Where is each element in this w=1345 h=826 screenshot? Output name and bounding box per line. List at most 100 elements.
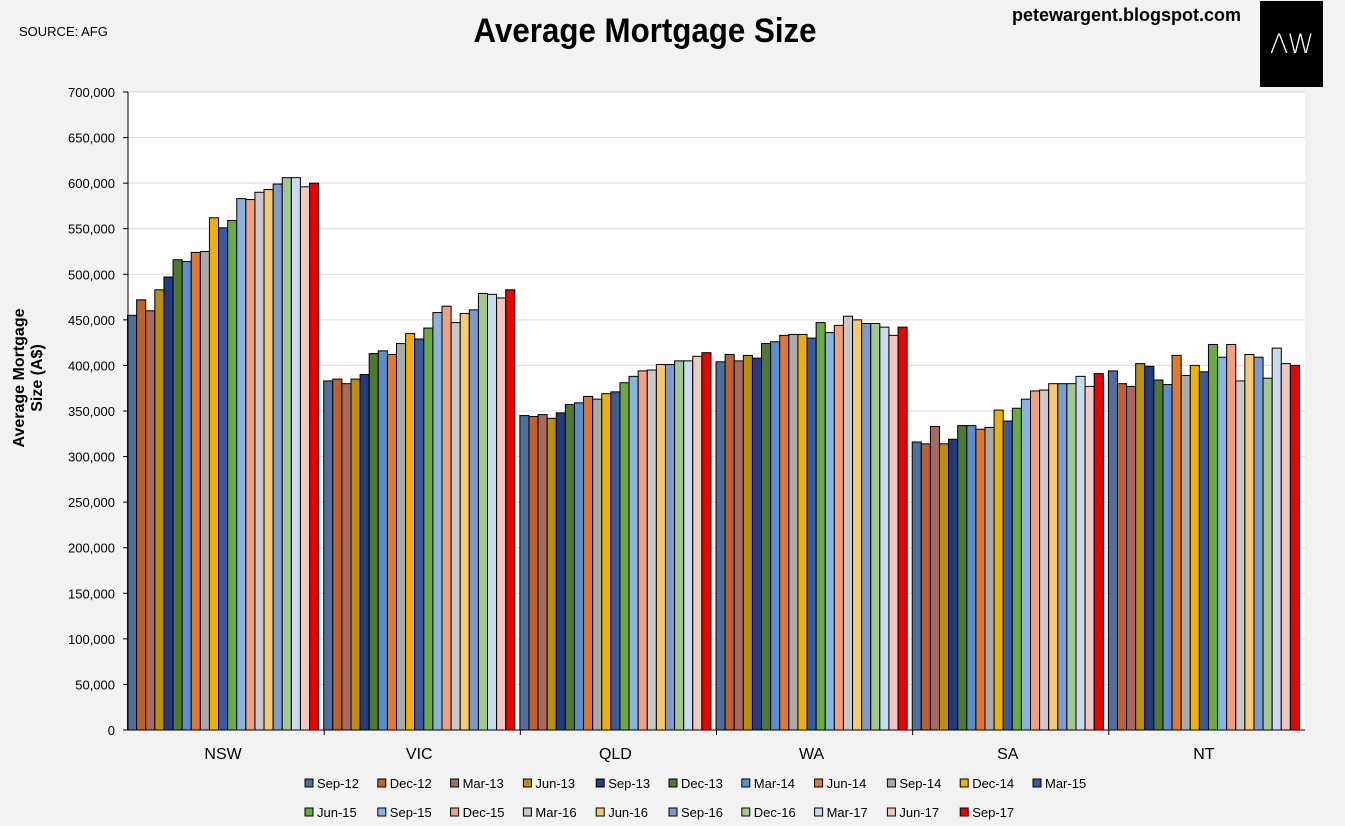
y-tick-label: 200,000 [68, 541, 115, 556]
bar-wa-dec-16 [870, 323, 881, 731]
aw-logo: ΛW [1260, 1, 1323, 87]
bar-nsw-jun-15 [227, 220, 238, 731]
bar-wa-sep-15 [824, 332, 835, 731]
legend-label: Mar-15 [1045, 776, 1086, 791]
bar-nt-sep-17 [1289, 364, 1300, 731]
bar-nt-jun-16 [1244, 353, 1255, 731]
bar-qld-jun-14 [583, 395, 594, 731]
y-tick-label: 100,000 [68, 632, 115, 647]
bar-sa-jun-13 [939, 443, 950, 731]
legend-swatch [522, 807, 532, 817]
legend-label: Jun-13 [535, 776, 575, 791]
legend-swatch [377, 807, 387, 817]
legend-swatch [886, 778, 896, 788]
bar-sa-sep-15 [1020, 398, 1032, 731]
bar-nt-sep-12 [1107, 370, 1118, 731]
legend-label: Jun-17 [899, 805, 939, 820]
legend-swatch [886, 807, 896, 817]
legend-label: Mar-16 [535, 805, 576, 820]
bar-sa-dec-14 [993, 409, 1004, 731]
legend-swatch [522, 778, 532, 788]
bar-vic-jun-16 [459, 312, 470, 731]
bar-sa-sep-16 [1057, 383, 1068, 731]
blog-url[interactable]: petewargent.blogspot.com [1012, 5, 1242, 25]
bar-nt-dec-12 [1116, 383, 1128, 731]
bar-nt-dec-16 [1262, 377, 1273, 731]
bar-nsw-mar-15 [218, 227, 229, 731]
bar-nt-dec-13 [1153, 379, 1164, 731]
x-tick-label: QLD [599, 746, 632, 763]
legend-swatch [668, 778, 678, 788]
bar-vic-dec-16 [477, 292, 488, 731]
y-tick-label: 450,000 [68, 313, 115, 328]
bar-nsw-dec-14 [208, 217, 220, 731]
bar-sa-sep-17 [1093, 373, 1104, 731]
legend-swatch [814, 807, 824, 817]
bar-nsw-sep-12 [127, 314, 138, 731]
bar-nt-mar-17 [1271, 347, 1282, 731]
legend-swatch [741, 778, 751, 788]
x-tick-label: NSW [204, 746, 242, 763]
bar-wa-sep-12 [715, 361, 726, 731]
legend-label: Sep-17 [972, 805, 1014, 820]
bar-wa-jun-14 [779, 334, 790, 731]
legend-swatch [668, 807, 678, 817]
y-tick-label: 650,000 [68, 131, 115, 146]
bar-nt-sep-16 [1253, 356, 1264, 731]
legend-label: Sep-13 [608, 776, 650, 791]
x-tick-label: VIC [406, 746, 433, 763]
bar-sa-mar-15 [1002, 420, 1013, 731]
bar-nt-sep-13 [1144, 365, 1155, 731]
legend-label: Sep-16 [681, 805, 723, 820]
bar-vic-jun-14 [386, 353, 397, 731]
legend-swatch [595, 807, 605, 817]
bar-nt-mar-15 [1198, 371, 1209, 731]
bar-nsw-mar-16 [254, 191, 265, 731]
bar-qld-mar-15 [610, 391, 621, 731]
y-tick-label: 0 [108, 723, 115, 738]
bar-vic-mar-14 [377, 350, 388, 731]
bar-sa-jun-15 [1011, 407, 1022, 731]
bar-nt-mar-14 [1162, 384, 1173, 731]
legend-swatch [377, 778, 387, 788]
bar-sa-jun-14 [975, 428, 986, 731]
bar-qld-mar-16 [646, 369, 657, 731]
legend-swatch [814, 778, 824, 788]
bar-vic-mar-13 [341, 383, 352, 731]
legend-swatch [959, 778, 969, 788]
bar-vic-jun-15 [423, 327, 434, 731]
legend-swatch [741, 807, 751, 817]
bar-wa-sep-16 [861, 323, 872, 731]
legend-label: Mar-13 [463, 776, 504, 791]
bar-nsw-jun-13 [154, 289, 165, 731]
bar-qld-sep-17 [701, 352, 712, 731]
y-tick-label: 350,000 [68, 404, 115, 419]
bar-wa-sep-14 [788, 333, 799, 731]
bar-nsw-sep-16 [272, 183, 283, 731]
legend-label: Dec-14 [972, 776, 1014, 791]
bar-nt-jun-15 [1207, 343, 1219, 731]
bar-sa-sep-14 [984, 426, 995, 731]
bar-nt-mar-16 [1235, 380, 1246, 731]
bar-wa-mar-14 [770, 341, 781, 731]
bar-qld-sep-14 [592, 398, 603, 731]
bar-wa-jun-15 [815, 322, 826, 731]
bar-vic-dec-12 [332, 378, 343, 731]
bar-wa-sep-13 [751, 357, 763, 731]
bar-nsw-sep-14 [199, 251, 210, 731]
bar-nsw-mar-17 [290, 177, 301, 731]
bar-sa-mar-13 [929, 425, 941, 731]
bar-sa-mar-17 [1075, 375, 1086, 731]
bar-qld-jun-13 [546, 417, 557, 731]
bar-vic-sep-15 [432, 312, 443, 731]
legend-label: Dec-12 [390, 776, 432, 791]
bar-nt-sep-14 [1180, 374, 1191, 731]
bar-wa-dec-15 [833, 324, 844, 731]
bar-vic-sep-13 [359, 374, 370, 731]
bar-nsw-jun-14 [190, 251, 201, 731]
bar-sa-dec-16 [1066, 383, 1077, 731]
bar-qld-dec-15 [637, 370, 648, 731]
legend-swatch [450, 807, 460, 817]
bar-nsw-sep-17 [309, 182, 320, 731]
